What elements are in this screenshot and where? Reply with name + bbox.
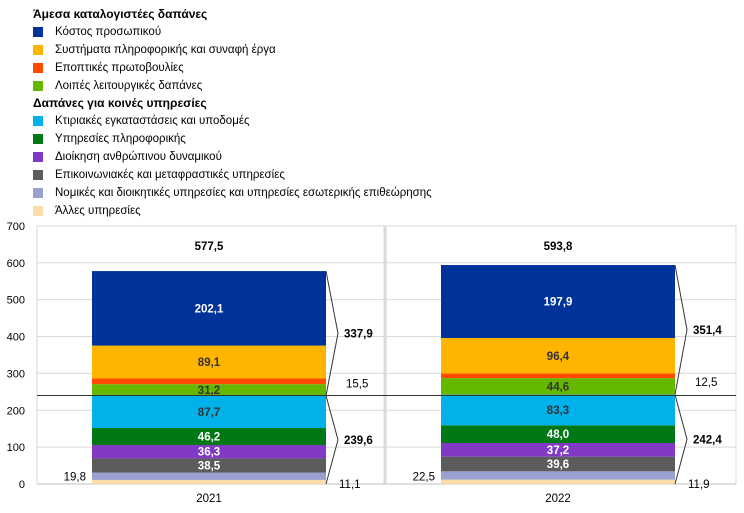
legend-swatch [33, 134, 43, 144]
legend-label: Υπηρεσίες πληροφορικής [55, 133, 186, 145]
segment-value-label: 197,9 [544, 297, 573, 309]
legend-group-title-direct: Άμεσα καταλογιστέες δαπάνες [33, 7, 208, 21]
segment-value-label: 83,3 [547, 405, 569, 417]
direct-costs-total-label: 337,9 [344, 328, 373, 340]
shared-costs-total-label: 239,6 [344, 435, 373, 447]
bar-segment [441, 378, 675, 395]
segment-value-label: 38,5 [198, 461, 221, 473]
bar-segment [92, 271, 326, 346]
legend-label: Κόστος προσωπικού [55, 26, 162, 38]
shared-costs-brace [674, 394, 688, 485]
segment-value-label: 31,2 [198, 385, 220, 397]
bar-segment [92, 395, 326, 428]
bar-segment [92, 458, 326, 473]
bar-segment [441, 394, 675, 426]
legend-item-premises: Κτιριακές εγκαταστάσεις και υποδομές [33, 112, 593, 130]
legend-label: Εποπτικές πρωτοβουλίες [55, 62, 184, 74]
legend-label: Άλλες υπηρεσίες [55, 205, 141, 217]
legend-swatch [33, 45, 43, 55]
bar-segment [92, 472, 326, 480]
bar-segment [441, 456, 675, 472]
y-tick-label: 0 [19, 479, 25, 491]
other-services-label: 11,1 [339, 479, 361, 491]
legend-label: Νομικές και διοικητικές υπηρεσίες και υπ… [55, 187, 432, 199]
legal-admin-label: 19,8 [64, 471, 86, 483]
x-tick-label: 2021 [196, 493, 222, 505]
legend-label: Λοιπές λειτουργικές δαπάνες [55, 80, 203, 92]
segment-value-label: 48,0 [547, 429, 569, 441]
y-tick-label: 400 [7, 332, 25, 344]
legend-item-other-operating: Λοιπές λειτουργικές δαπάνες [33, 77, 593, 95]
legend-item-other-services: Άλλες υπηρεσίες [33, 202, 593, 220]
bar-segment [92, 479, 326, 484]
legend: Άμεσα καταλογιστέες δαπάνες Κόστος προσω… [33, 6, 593, 220]
bar-segment [441, 373, 675, 379]
legend-item-communication: Επικοινωνιακές και μεταφραστικές υπηρεσί… [33, 166, 593, 184]
other-services-label: 11,9 [688, 479, 710, 491]
shared-costs-brace [325, 395, 339, 485]
legend-swatch [33, 63, 43, 73]
legend-item-supervisory-initiatives: Εποπτικές πρωτοβουλίες [33, 59, 593, 77]
legend-item-staff-costs: Κόστος προσωπικού [33, 23, 593, 41]
bar-segment [441, 337, 675, 374]
bar-segment [92, 345, 326, 379]
legend-label: Διοίκηση ανθρώπινου δυναμικού [55, 151, 222, 163]
bar-segment [92, 384, 326, 396]
legend-item-hr: Διοίκηση ανθρώπινου δυναμικού [33, 148, 593, 166]
direct-costs-total-label: 351,4 [693, 325, 722, 337]
legend-group-title-shared: Δαπάνες για κοινές υπηρεσίες [33, 96, 207, 110]
legend-swatch [33, 27, 43, 37]
legend-label: Κτιριακές εγκαταστάσεις και υποδομές [55, 115, 250, 127]
total-label: 577,5 [195, 241, 224, 253]
bar-segment [441, 443, 675, 457]
legal-admin-label: 22,5 [413, 471, 435, 483]
total-label: 593,8 [544, 241, 573, 253]
bar-segment [92, 378, 326, 385]
segment-value-label: 37,2 [547, 445, 569, 457]
segment-value-label: 96,4 [547, 351, 570, 363]
legend-swatch [33, 188, 43, 198]
segment-value-label: 44,6 [547, 381, 569, 393]
bar-segment [92, 427, 326, 446]
supervisory-initiatives-label: 15,5 [346, 378, 368, 390]
segment-value-label: 39,6 [547, 459, 569, 471]
bar-segment [441, 425, 675, 444]
legend-label: Συστήματα πληροφορικής και συναφή έργα [55, 44, 276, 56]
bar-segment [441, 265, 675, 338]
legend-swatch [33, 152, 43, 162]
legend-swatch [33, 170, 43, 180]
y-tick-label: 200 [7, 405, 25, 417]
y-tick-label: 600 [7, 258, 25, 270]
legend-item-it-systems: Συστήματα πληροφορικής και συναφή έργα [33, 41, 593, 59]
bar-segment [92, 445, 326, 459]
legend-swatch [33, 81, 43, 91]
x-tick-label: 2022 [545, 493, 571, 505]
segment-value-label: 89,1 [198, 357, 221, 369]
legend-item-legal-admin: Νομικές και διοικητικές υπηρεσίες και υπ… [33, 184, 593, 202]
y-tick-label: 500 [7, 295, 25, 307]
legend-item-it-services: Υπηρεσίες πληροφορικής [33, 130, 593, 148]
y-tick-label: 300 [7, 368, 25, 380]
y-tick-label: 700 [7, 221, 25, 233]
bar-segment [441, 471, 675, 480]
direct-costs-brace [674, 264, 688, 395]
segment-value-label: 36,3 [198, 447, 220, 459]
bar-segment [441, 479, 675, 484]
supervisory-initiatives-label: 12,5 [695, 377, 717, 389]
segment-value-label: 46,2 [198, 432, 220, 444]
direct-costs-brace [325, 270, 339, 396]
shared-costs-total-label: 242,4 [693, 434, 722, 446]
segment-value-label: 202,1 [195, 303, 224, 315]
legend-swatch [33, 206, 43, 216]
legend-label: Επικοινωνιακές και μεταφραστικές υπηρεσί… [55, 169, 285, 181]
y-tick-label: 100 [7, 442, 25, 454]
segment-value-label: 87,7 [198, 407, 220, 419]
legend-swatch [33, 116, 43, 126]
